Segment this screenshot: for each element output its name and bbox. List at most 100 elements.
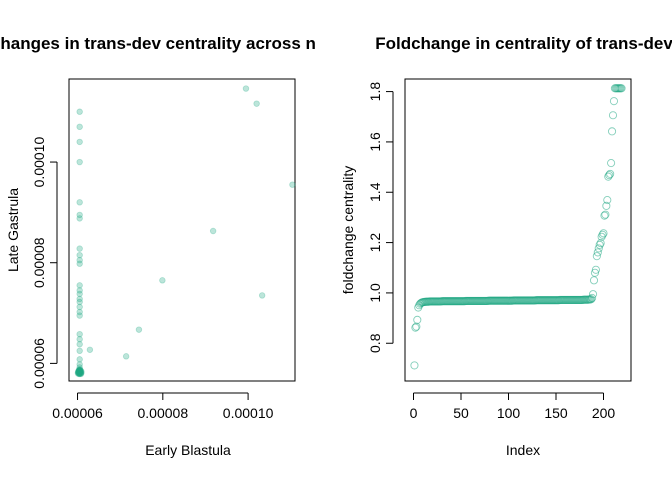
left-data-point <box>78 368 85 375</box>
right-data-point <box>588 293 597 303</box>
left-data-point <box>253 100 260 107</box>
right-x-tick-label: 0 <box>410 405 418 421</box>
right-x-tick-label: 100 <box>497 405 521 421</box>
left-data-point <box>76 370 83 378</box>
left-data-point <box>242 85 250 92</box>
right-scatter-panel: Foldchange in centrality of trans-dev 0 5… <box>340 34 672 458</box>
left-data-point <box>76 308 83 316</box>
left-data-point <box>76 199 83 206</box>
left-data-point <box>77 370 85 378</box>
left-data-point <box>76 347 83 354</box>
right-data-point <box>410 361 419 370</box>
right-data-point <box>413 315 422 324</box>
right-data-point <box>587 295 596 304</box>
left-data-point <box>258 292 266 299</box>
left-data-point <box>76 367 83 375</box>
left-data-point <box>159 277 166 284</box>
left-data-point <box>76 369 83 376</box>
left-data-point <box>122 353 130 360</box>
right-data-point <box>608 111 618 120</box>
left-data-point <box>76 367 83 374</box>
left-y-axis: 0.00006 0.00008 0.00010 <box>31 137 58 389</box>
right-data-point <box>592 252 601 261</box>
right-data-point <box>589 276 599 285</box>
left-data-point <box>76 361 83 368</box>
left-data-point <box>75 368 83 376</box>
left-data-point <box>76 298 83 306</box>
right-y-axis: 0.8 1.0 1.2 1.4 1.6 1.8 <box>367 82 394 353</box>
left-data-point <box>77 367 84 375</box>
left-data-point <box>76 260 83 267</box>
right-data-point <box>607 159 616 168</box>
right-data-point <box>593 248 602 257</box>
left-chart-title: Changes in trans-dev centrality across n <box>0 34 316 53</box>
left-data-point <box>76 356 83 363</box>
left-data-point <box>76 368 83 376</box>
left-data-point <box>76 341 83 348</box>
left-data-point <box>75 369 82 376</box>
left-data-point <box>76 369 83 377</box>
left-data-point <box>75 367 83 375</box>
right-chart-title: Foldchange in centrality of trans-dev <box>375 34 672 53</box>
right-data-point <box>411 323 420 332</box>
left-data-point <box>76 257 83 264</box>
right-data-point <box>595 240 604 249</box>
left-x-axis: 0.00006 0.00008 0.00010 <box>52 392 274 421</box>
right-data-point <box>617 84 626 93</box>
left-plot-frame <box>68 78 296 382</box>
left-x-tick-label: 0.00008 <box>138 405 189 421</box>
right-y-tick-label: 1.6 <box>367 132 383 152</box>
left-data-point <box>76 366 83 374</box>
left-x-axis-label: Early Blastula <box>145 442 231 458</box>
left-data-point <box>76 368 83 376</box>
left-data-point <box>76 330 83 338</box>
left-data-point <box>209 227 217 235</box>
left-data-point <box>76 282 83 289</box>
left-data-point <box>74 369 82 376</box>
left-data-point <box>76 364 83 371</box>
left-y-tick-label: 0.00008 <box>31 237 47 288</box>
left-data-point <box>77 369 85 376</box>
right-data-point <box>596 239 605 248</box>
left-data-point <box>76 366 84 374</box>
left-data-point <box>289 181 296 188</box>
left-data-point <box>76 370 83 378</box>
left-data-point <box>77 367 84 374</box>
left-data-point <box>76 369 83 376</box>
left-data-point <box>76 303 83 311</box>
right-x-tick-label: 200 <box>592 405 616 421</box>
left-data-point <box>75 367 83 374</box>
right-data-point <box>601 210 610 219</box>
left-data-point <box>86 346 94 353</box>
right-y-tick-label: 0.8 <box>367 333 383 353</box>
left-y-tick-label: 0.00010 <box>31 137 47 188</box>
left-data-point <box>76 245 83 252</box>
right-data-point <box>600 211 609 220</box>
left-data-point <box>76 366 83 373</box>
left-data-point <box>76 211 83 219</box>
left-data-point <box>76 158 83 166</box>
left-data-point <box>76 336 83 343</box>
right-data-point <box>599 229 608 238</box>
right-data-point <box>605 171 614 180</box>
left-x-tick-label: 0.00010 <box>223 405 274 421</box>
left-data-point <box>76 368 84 376</box>
left-data-point <box>75 370 83 377</box>
left-y-tick-label: 0.00006 <box>31 338 47 389</box>
right-data-point <box>603 196 612 205</box>
left-y-axis-label: Late Gastrula <box>5 188 21 272</box>
right-y-tick-label: 1.2 <box>367 233 383 253</box>
left-data-point <box>74 370 82 377</box>
left-data-point <box>76 215 83 222</box>
right-data-point <box>591 265 600 274</box>
right-data-point <box>589 290 598 299</box>
left-x-tick-label: 0.00006 <box>52 405 103 421</box>
right-x-tick-label: 150 <box>544 405 568 421</box>
left-data-point <box>135 326 143 333</box>
right-x-axis: 0 50 100 150 200 <box>410 392 616 421</box>
right-y-tick-label: 1.0 <box>367 283 383 303</box>
right-data-point <box>604 172 613 181</box>
left-data-point <box>76 108 83 115</box>
left-data-point <box>76 290 83 298</box>
